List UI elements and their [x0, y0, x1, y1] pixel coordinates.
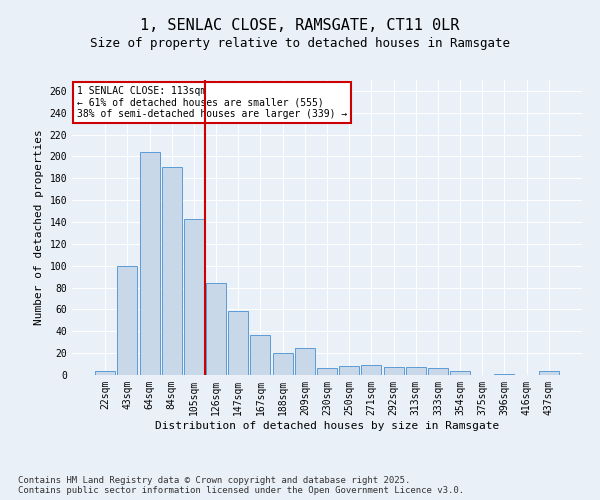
Bar [450, 370, 470, 375]
Bar [250, 334, 271, 375]
Bar [272, 353, 293, 375]
Bar [95, 370, 115, 375]
Bar [494, 374, 514, 375]
Bar [228, 310, 248, 375]
Bar [383, 368, 404, 375]
Y-axis label: Number of detached properties: Number of detached properties [34, 130, 44, 326]
Text: Size of property relative to detached houses in Ramsgate: Size of property relative to detached ho… [90, 38, 510, 51]
Bar [206, 283, 226, 375]
Bar [361, 365, 382, 375]
Bar [339, 366, 359, 375]
Bar [295, 348, 315, 375]
Bar [406, 368, 426, 375]
Bar [428, 368, 448, 375]
Text: 1 SENLAC CLOSE: 113sqm
← 61% of detached houses are smaller (555)
38% of semi-de: 1 SENLAC CLOSE: 113sqm ← 61% of detached… [77, 86, 347, 119]
Bar [140, 152, 160, 375]
Bar [539, 370, 559, 375]
Bar [317, 368, 337, 375]
X-axis label: Distribution of detached houses by size in Ramsgate: Distribution of detached houses by size … [155, 420, 499, 430]
Bar [118, 266, 137, 375]
Text: Contains HM Land Registry data © Crown copyright and database right 2025.
Contai: Contains HM Land Registry data © Crown c… [18, 476, 464, 495]
Bar [162, 168, 182, 375]
Bar [184, 219, 204, 375]
Text: 1, SENLAC CLOSE, RAMSGATE, CT11 0LR: 1, SENLAC CLOSE, RAMSGATE, CT11 0LR [140, 18, 460, 32]
